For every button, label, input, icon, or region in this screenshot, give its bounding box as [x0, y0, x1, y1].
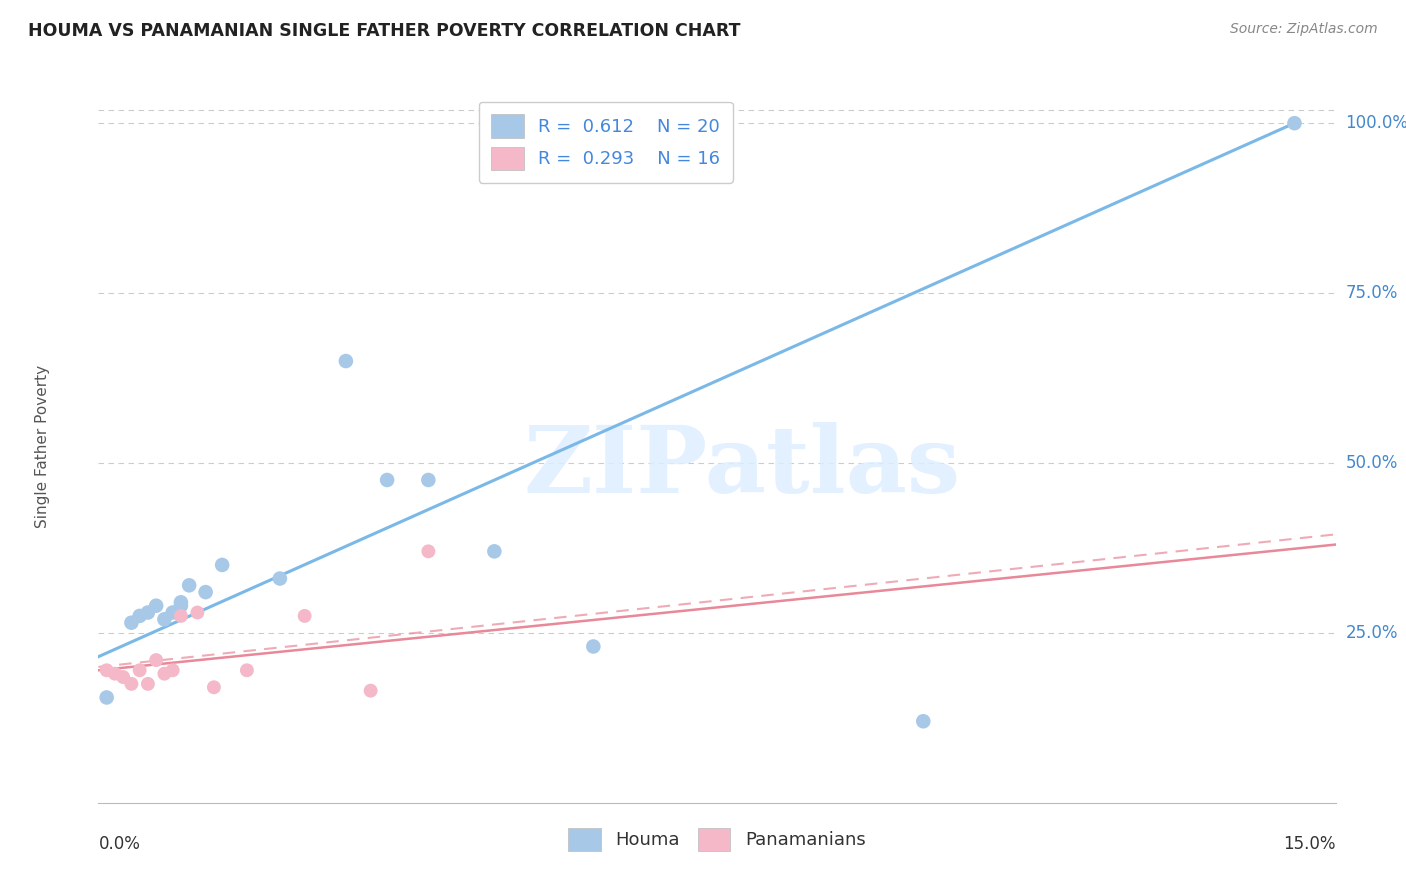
Point [202, 680, 225, 694]
Text: 15.0%: 15.0% [1284, 835, 1336, 853]
Point [104, 666, 127, 681]
Text: HOUMA VS PANAMANIAN SINGLE FATHER POVERTY CORRELATION CHART: HOUMA VS PANAMANIAN SINGLE FATHER POVERT… [28, 22, 741, 40]
Point [120, 615, 142, 630]
Point [194, 585, 217, 599]
Point [375, 473, 398, 487]
Point [170, 599, 193, 613]
Point [912, 714, 935, 729]
Text: Source: ZipAtlas.com: Source: ZipAtlas.com [1230, 22, 1378, 37]
Point [484, 544, 506, 558]
Point [96, 663, 118, 677]
Text: Single Father Poverty: Single Father Poverty [35, 365, 51, 527]
Point [96, 690, 118, 705]
Point [153, 666, 176, 681]
Point [162, 663, 184, 677]
Point [145, 653, 167, 667]
Point [120, 677, 142, 691]
Point [360, 683, 382, 698]
Point [294, 608, 316, 623]
Point [136, 677, 159, 691]
Point [128, 608, 150, 623]
Point [153, 612, 176, 626]
Point [211, 558, 233, 572]
Point [335, 354, 357, 368]
Point [170, 608, 193, 623]
Text: 25.0%: 25.0% [1346, 624, 1398, 642]
Point [145, 599, 167, 613]
Text: 0.0%: 0.0% [98, 835, 141, 853]
Point [582, 640, 605, 654]
Point [418, 544, 440, 558]
Point [128, 663, 150, 677]
Point [269, 572, 291, 586]
Point [170, 595, 193, 609]
Text: ZIPatlas: ZIPatlas [523, 423, 960, 512]
Point [1284, 116, 1306, 130]
Text: 100.0%: 100.0% [1346, 114, 1406, 132]
Point [136, 606, 159, 620]
Point [418, 473, 440, 487]
Point [112, 670, 135, 684]
Text: 50.0%: 50.0% [1346, 454, 1398, 472]
Legend: Houma, Panamanians: Houma, Panamanians [561, 821, 873, 858]
Point [162, 606, 184, 620]
Text: 75.0%: 75.0% [1346, 284, 1398, 302]
Point [179, 578, 201, 592]
Point [236, 663, 259, 677]
Point [186, 606, 208, 620]
